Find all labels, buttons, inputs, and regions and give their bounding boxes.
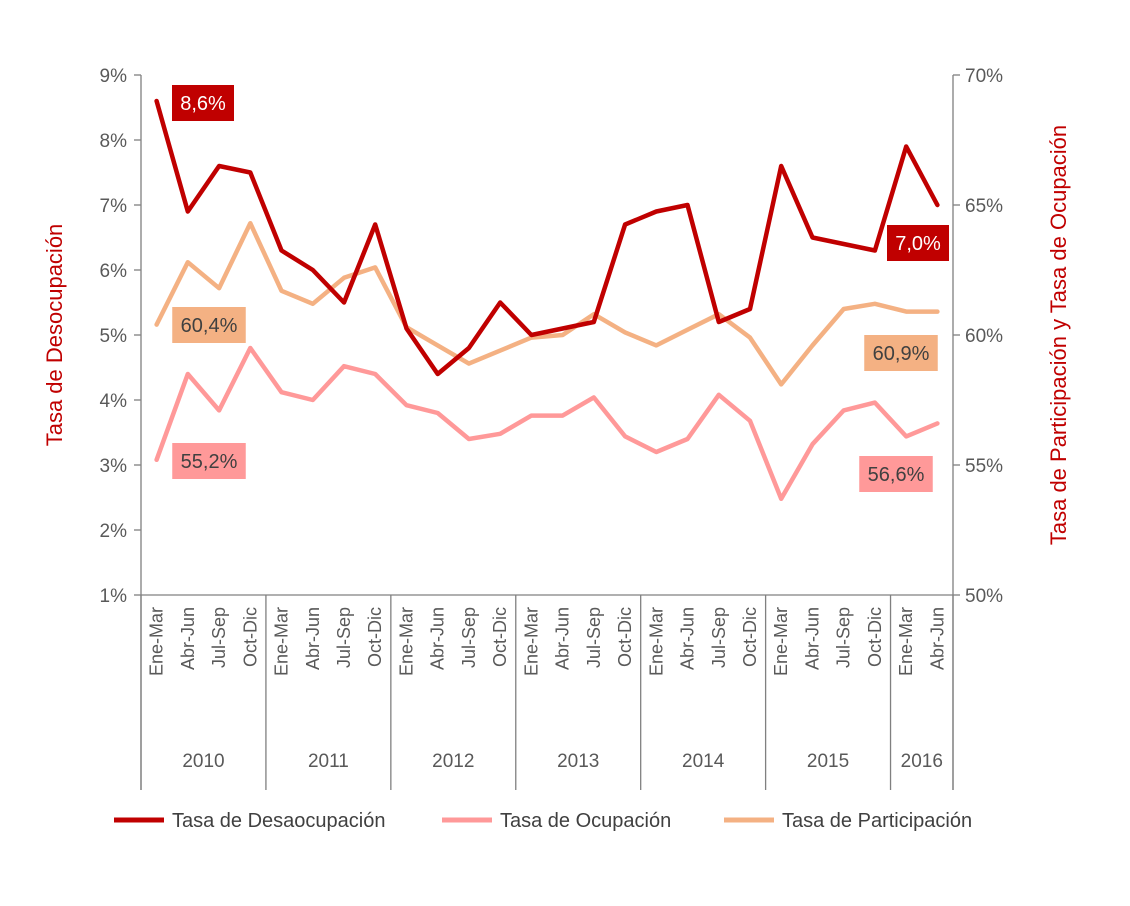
quarter-label: Oct-Dic: [490, 607, 510, 667]
data-label-ocupacion: 55,2%: [181, 451, 238, 473]
right-tick-label: 60%: [965, 326, 1003, 347]
left-tick-label: 6%: [100, 261, 128, 282]
year-label: 2010: [182, 751, 224, 772]
data-labels: 8,6% 7,0% 55,2% 56,6% 60,4% 60,9%: [172, 85, 949, 492]
series-lines: [154, 98, 940, 502]
quarter-label: Ene-Mar: [521, 607, 541, 676]
quarter-label: Jul-Sep: [834, 607, 854, 668]
quarter-label: Jul-Sep: [584, 607, 604, 668]
year-label: 2011: [308, 751, 349, 772]
quarter-label: Ene-Mar: [896, 607, 916, 676]
quarter-label: Oct-Dic: [865, 607, 885, 667]
right-y-axis-ticks: 50% 55% 60% 65% 70%: [953, 66, 1003, 607]
quarter-label: Jul-Sep: [334, 607, 354, 668]
quarter-label: Jul-Sep: [459, 607, 479, 668]
left-tick-label: 2%: [100, 521, 128, 542]
quarter-label: Ene-Mar: [646, 607, 666, 676]
chart-legend: Tasa de Desaocupación Tasa de Ocupación …: [114, 810, 972, 832]
quarter-label: Abr-Jun: [303, 607, 323, 670]
data-label-box-desocupacion: [172, 85, 234, 121]
data-label-box-participacion: [172, 307, 246, 343]
data-label-participacion: 60,4%: [181, 315, 238, 337]
series-line-participacion: [154, 220, 940, 387]
quarter-label: Ene-Mar: [147, 607, 167, 676]
right-tick-label: 55%: [965, 456, 1003, 477]
left-tick-label: 1%: [100, 586, 128, 607]
year-label: 2013: [557, 751, 599, 772]
quarter-label: Ene-Mar: [272, 607, 292, 676]
right-tick-label: 50%: [965, 586, 1003, 607]
quarter-label: Abr-Jun: [927, 607, 947, 670]
right-tick-label: 70%: [965, 66, 1003, 87]
data-label-box-desocupacion: [887, 225, 949, 261]
data-label-participacion: 60,9%: [873, 343, 930, 365]
year-label: 2012: [432, 751, 474, 772]
series-line-desocupacion: [154, 98, 940, 377]
legend-label-ocupacion: Tasa de Ocupación: [500, 810, 671, 832]
data-label-box-ocupacion: [859, 456, 933, 492]
data-label-desocupacion: 7,0%: [895, 233, 941, 255]
quarter-label: Ene-Mar: [396, 607, 416, 676]
quarter-label: Jul-Sep: [209, 607, 229, 668]
left-tick-label: 7%: [100, 196, 128, 217]
quarter-label: Ene-Mar: [771, 607, 791, 676]
left-y-axis-ticks: 1% 2% 3% 4% 5% 6% 7% 8% 9%: [100, 66, 141, 607]
legend-label-participacion: Tasa de Participación: [782, 810, 972, 832]
year-label: 2015: [807, 751, 849, 772]
left-tick-label: 4%: [100, 391, 128, 412]
quarter-label: Oct-Dic: [740, 607, 760, 667]
quarter-label: Oct-Dic: [615, 607, 635, 667]
quarter-label: Abr-Jun: [428, 607, 448, 670]
quarter-label: Abr-Jun: [553, 607, 573, 670]
quarter-label: Abr-Jun: [178, 607, 198, 670]
data-label-ocupacion: 56,6%: [868, 464, 925, 486]
quarter-label: Oct-Dic: [365, 607, 385, 667]
series-line-ocupacion: [154, 345, 940, 502]
data-label-desocupacion: 8,6%: [180, 93, 226, 115]
quarter-label: Abr-Jun: [802, 607, 822, 670]
left-tick-label: 8%: [100, 131, 128, 152]
right-tick-label: 65%: [965, 196, 1003, 217]
left-tick-label: 9%: [100, 66, 128, 87]
quarter-label: Abr-Jun: [678, 607, 698, 670]
data-label-box-participacion: [864, 335, 938, 371]
data-label-box-ocupacion: [172, 443, 246, 479]
legend-label-desocupacion: Tasa de Desaocupación: [172, 810, 385, 832]
quarter-label: Oct-Dic: [240, 607, 260, 667]
right-axis-title: Tasa de Participación y Tasa de Ocupació…: [1046, 125, 1071, 545]
left-tick-label: 5%: [100, 326, 128, 347]
left-tick-label: 3%: [100, 456, 128, 477]
year-label: 2014: [682, 751, 725, 772]
x-axis-categories: Ene-Mar Abr-Jun Jul-Sep Oct-Dic Ene-Mar Abr-J…: [140, 595, 954, 790]
quarter-label: Jul-Sep: [709, 607, 729, 668]
year-label: 2016: [901, 751, 943, 772]
left-axis-title: Tasa de Desocupación: [42, 224, 67, 447]
chart-axes: [140, 75, 954, 790]
